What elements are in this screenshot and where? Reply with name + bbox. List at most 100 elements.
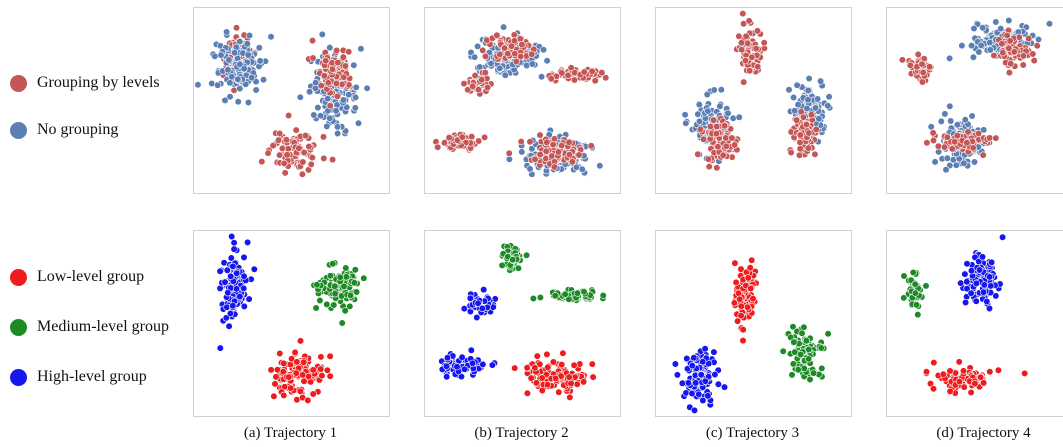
scatter-point bbox=[960, 383, 968, 391]
scatter-point bbox=[272, 373, 280, 381]
scatter-point bbox=[683, 354, 691, 363]
scatter-point bbox=[736, 295, 744, 303]
scatter-panel-d-grouping bbox=[886, 7, 1063, 194]
scatter-point bbox=[333, 46, 341, 55]
scatter-point bbox=[291, 348, 299, 356]
scatter-point bbox=[704, 392, 712, 400]
scatter-point bbox=[243, 40, 251, 48]
scatter-point bbox=[351, 266, 359, 274]
scatter-point bbox=[269, 142, 277, 150]
scatter-point bbox=[719, 151, 727, 159]
scatter-point bbox=[963, 260, 971, 268]
scatter-point bbox=[298, 170, 306, 178]
scatter-point bbox=[704, 107, 712, 115]
scatter-point bbox=[580, 288, 588, 296]
scatter-point bbox=[587, 142, 595, 150]
scatter-point bbox=[324, 79, 332, 87]
scatter-point bbox=[543, 138, 551, 146]
scatter-point bbox=[927, 123, 935, 131]
scatter-point bbox=[697, 371, 705, 379]
scatter-point bbox=[807, 111, 815, 119]
scatter-point bbox=[948, 145, 956, 153]
scatter-point bbox=[789, 323, 797, 331]
scatter-point bbox=[342, 273, 350, 281]
scatter-point bbox=[796, 145, 804, 153]
scatter-point bbox=[952, 161, 960, 169]
scatter-point bbox=[225, 322, 233, 330]
scatter-point bbox=[729, 114, 737, 122]
scatter-point bbox=[350, 61, 358, 69]
scatter-point bbox=[232, 24, 241, 32]
legend-label-high: High-level group bbox=[37, 368, 147, 385]
scatter-point bbox=[538, 386, 546, 395]
scatter-point bbox=[717, 86, 725, 94]
scatter-point bbox=[987, 282, 995, 290]
caption-trajectory-2: (b) Trajectory 2 bbox=[474, 425, 569, 441]
scatter-point bbox=[716, 102, 724, 110]
scatter-point bbox=[825, 93, 833, 101]
scatter-point bbox=[258, 158, 266, 166]
scatter-point bbox=[694, 110, 702, 118]
scatter-point bbox=[986, 46, 994, 54]
scatter-point bbox=[221, 278, 229, 286]
scatter-point bbox=[526, 165, 534, 173]
scatter-point bbox=[688, 389, 696, 398]
scatter-point bbox=[351, 104, 359, 112]
scatter-point bbox=[222, 314, 230, 322]
scatter-point bbox=[236, 84, 244, 93]
scatter-point bbox=[573, 380, 581, 388]
legend-item-grouping: Grouping by levels bbox=[10, 74, 160, 92]
scatter-point bbox=[504, 49, 512, 58]
scatter-point bbox=[226, 79, 234, 87]
scatter-point bbox=[496, 64, 504, 72]
scatter-point bbox=[950, 138, 959, 146]
scatter-point bbox=[706, 122, 715, 131]
scatter-point bbox=[738, 46, 746, 54]
scatter-point bbox=[318, 30, 326, 39]
scatter-point bbox=[752, 44, 760, 53]
scatter-point bbox=[967, 388, 975, 397]
legend-marker-grouping bbox=[10, 74, 27, 92]
scatter-point bbox=[940, 143, 949, 151]
scatter-point bbox=[223, 266, 231, 274]
scatter-point bbox=[806, 375, 814, 384]
scatter-point bbox=[914, 50, 922, 59]
scatter-point bbox=[259, 76, 268, 84]
scatter-point bbox=[469, 82, 477, 90]
scatter-point bbox=[747, 284, 755, 293]
scatter-point bbox=[739, 325, 747, 334]
scatter-point bbox=[320, 72, 328, 80]
scatter-point bbox=[511, 364, 519, 372]
scatter-point bbox=[798, 329, 806, 337]
scatter-panel-b-grouping bbox=[424, 7, 621, 194]
scatter-point bbox=[922, 368, 931, 376]
scatter-point bbox=[802, 120, 810, 129]
scatter-point bbox=[688, 362, 696, 370]
scatter-point bbox=[234, 98, 242, 106]
scatter-point bbox=[963, 285, 971, 293]
scatter-point bbox=[701, 377, 709, 385]
scatter-point bbox=[967, 267, 976, 275]
scatter-point bbox=[318, 372, 326, 380]
scatter-point bbox=[961, 116, 969, 124]
scatter-point bbox=[473, 313, 481, 322]
scatter-point bbox=[1005, 44, 1013, 52]
scatter-point bbox=[760, 39, 768, 47]
scatter-point bbox=[737, 302, 745, 310]
scatter-point bbox=[481, 68, 489, 77]
scatter-point bbox=[918, 60, 926, 68]
scatter-point bbox=[817, 77, 825, 85]
scatter-point bbox=[334, 129, 342, 138]
scatter-point bbox=[500, 44, 509, 52]
scatter-plot bbox=[671, 256, 832, 414]
scatter-point bbox=[280, 359, 288, 367]
scatter-point bbox=[573, 289, 582, 297]
scatter-point bbox=[967, 41, 976, 50]
scatter-point bbox=[287, 355, 296, 363]
scatter-point bbox=[245, 31, 254, 40]
scatter-point bbox=[983, 297, 991, 306]
scatter-point bbox=[671, 360, 680, 368]
scatter-point bbox=[690, 354, 698, 362]
scatter-point bbox=[596, 162, 604, 170]
scatter-point bbox=[233, 269, 241, 277]
